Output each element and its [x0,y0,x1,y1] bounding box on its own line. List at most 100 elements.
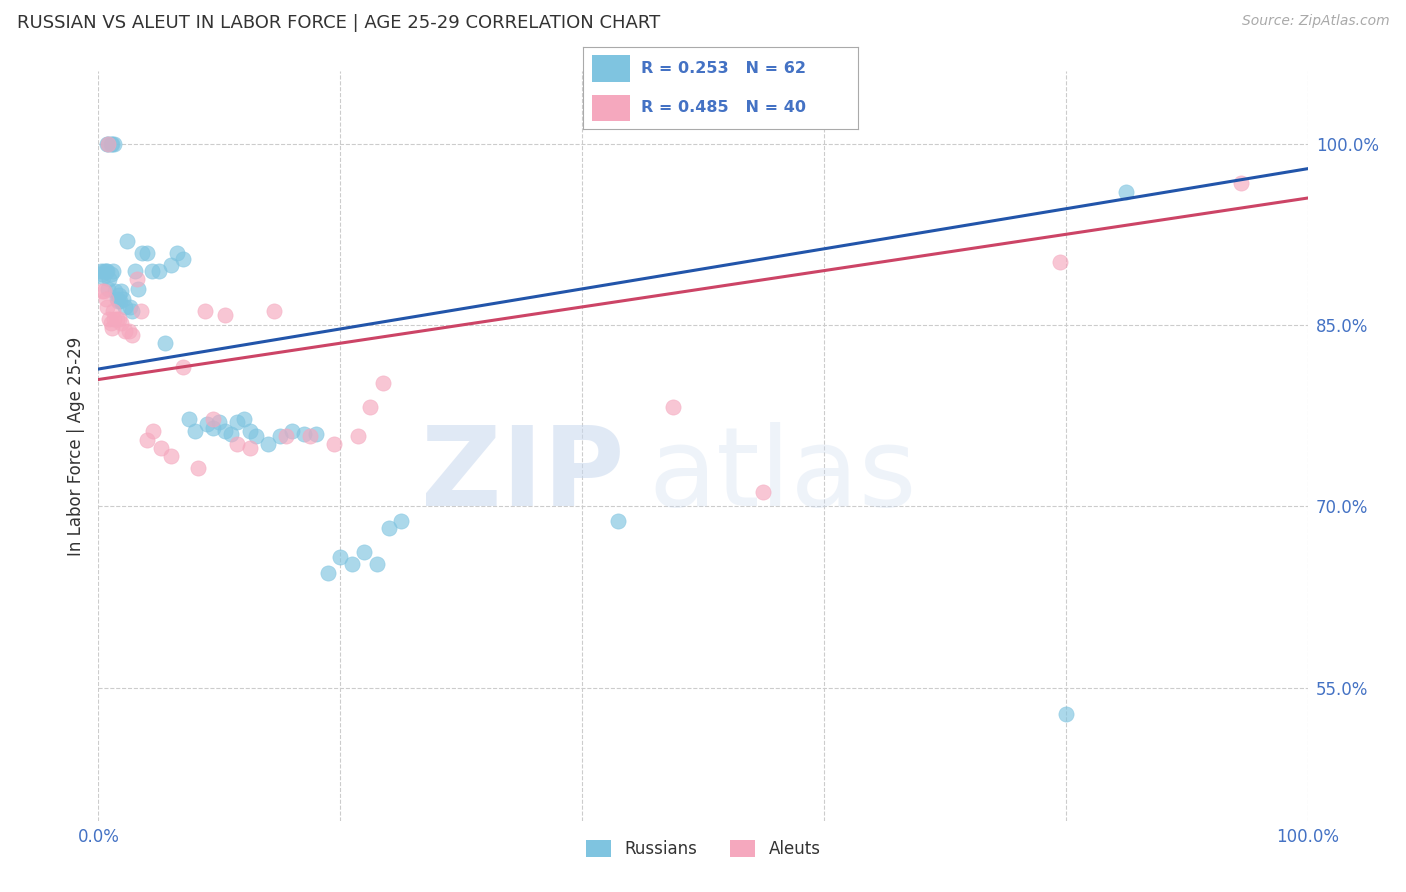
Point [103,136,125,151]
Point [141,264,163,278]
Point [129,303,152,318]
Point [105,292,128,306]
Point [103,312,125,326]
Point [1049,255,1071,269]
Point [221,426,243,441]
Point [179,412,201,426]
Point [371,376,394,391]
Point [96,300,118,314]
Point [96,136,118,151]
Point [97,136,120,151]
Point [100,268,122,282]
Point [661,401,683,415]
Point [101,303,124,318]
Point [208,415,231,429]
Point [347,429,370,443]
Point [100,320,122,334]
Text: RUSSIAN VS ALEUT IN LABOR FORCE | AGE 25-29 CORRELATION CHART: RUSSIAN VS ALEUT IN LABOR FORCE | AGE 25… [17,14,661,32]
Point [202,421,225,435]
Point [305,426,328,441]
Bar [592,55,630,82]
Point [118,300,141,314]
Point [153,336,176,351]
Point [93,285,115,299]
Point [100,136,122,151]
Point [184,425,207,439]
Point [366,558,388,572]
Point [114,324,136,338]
Point [101,264,124,278]
Point [377,521,399,535]
Point [1115,185,1137,199]
Point [195,417,218,432]
Point [274,429,297,443]
Point [108,288,131,302]
Point [245,429,267,443]
Point [91,268,114,282]
Point [93,264,115,278]
Point [105,312,128,326]
Point [97,136,120,151]
Point [127,282,149,296]
Text: ZIP: ZIP [420,423,624,530]
Point [110,285,132,299]
Point [299,429,322,443]
Point [98,312,121,326]
Text: R = 0.253   N = 62: R = 0.253 N = 62 [641,61,806,76]
Point [239,442,262,456]
Point [202,412,225,426]
Point [100,316,122,330]
Text: R = 0.485   N = 40: R = 0.485 N = 40 [641,100,806,115]
Point [172,360,194,375]
Point [607,514,630,528]
Legend: Russians, Aleuts: Russians, Aleuts [579,833,827,864]
Point [104,285,127,299]
Point [1054,707,1077,722]
Point [269,429,291,443]
Bar [592,95,630,121]
Point [342,558,364,572]
Point [100,136,122,151]
Point [121,327,143,342]
Point [226,436,249,450]
Point [96,264,118,278]
Point [135,245,157,260]
Point [292,426,315,441]
Point [194,303,217,318]
Point [107,293,129,308]
Point [131,245,153,260]
Y-axis label: In Labor Force | Age 25-29: In Labor Force | Age 25-29 [66,336,84,556]
Point [281,425,304,439]
Text: Source: ZipAtlas.com: Source: ZipAtlas.com [1241,14,1389,29]
Point [214,425,236,439]
Point [160,258,183,272]
Point [111,292,134,306]
Point [121,303,143,318]
Point [160,449,183,463]
Point [752,484,775,499]
Point [239,425,262,439]
Point [94,264,117,278]
Point [150,442,173,456]
Point [97,282,120,296]
Point [360,401,382,415]
Point [263,303,285,318]
Point [91,285,114,299]
Point [323,436,346,450]
Point [124,264,146,278]
Point [98,272,121,286]
Point [1230,176,1253,190]
Point [94,292,117,306]
Point [166,245,188,260]
Point [187,460,209,475]
Point [90,264,112,278]
Point [316,566,339,580]
Point [172,252,194,266]
Point [114,300,136,314]
Point [353,545,375,559]
Point [256,436,278,450]
Point [142,425,165,439]
Text: atlas: atlas [648,423,917,530]
Point [329,550,352,565]
Point [108,312,131,326]
